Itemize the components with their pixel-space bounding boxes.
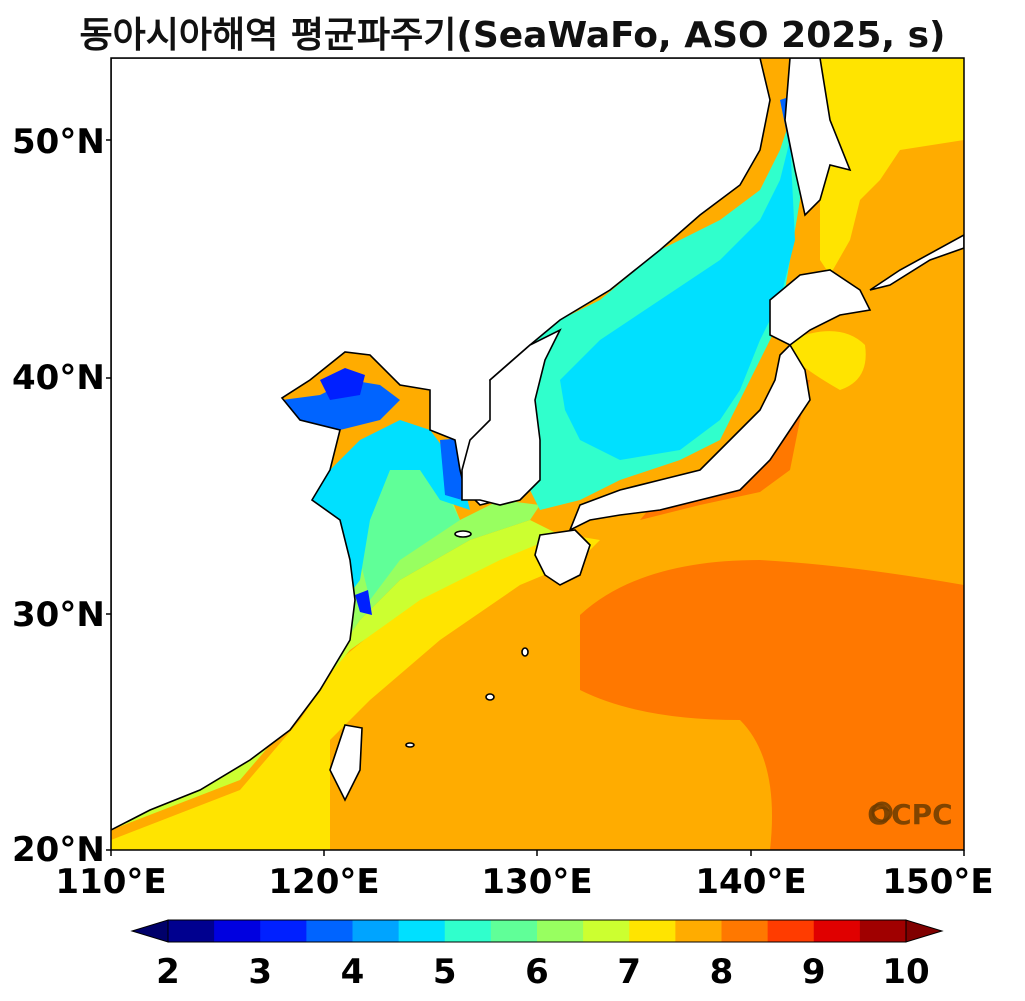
high-period-region [580,560,964,850]
colorbar [130,919,944,943]
bohai-deep-blue [320,368,365,400]
colorbar-tick-label: 2 [156,952,180,992]
yellow-band-tsugaru [790,331,866,390]
colorbar-segment [352,920,400,942]
colorbar-tick-label: 5 [432,952,457,992]
yellow-sea-cyan [310,420,470,600]
colorbar-tick-label: 8 [709,952,734,992]
lon-tick-120e: 120°E [268,862,380,902]
lat-tick-50n: 50°N [12,122,105,162]
lat-tick-40n: 40°N [12,358,105,398]
sakhalin [784,58,852,217]
colorbar-segment [490,920,538,942]
korean-peninsula [461,328,562,506]
ocpc-watermark: OCPC [867,798,952,831]
lat-tick-20n: 20°N [12,830,105,870]
hokkaido [769,269,872,346]
colorbar-segment [859,920,907,942]
jeju-island [454,530,472,538]
colorbar-tick-label: 10 [882,952,930,992]
japan-coast-band [640,380,810,520]
colorbar-tick-label: 6 [525,952,549,992]
taiwan [329,724,363,802]
colorbar-tick-label: 7 [617,952,642,992]
colorbar-segment [813,920,861,942]
lon-tick-140e: 140°E [695,862,807,902]
colorbar-segment [168,920,215,942]
colorbar-tick-label: 9 [801,952,826,992]
colorbar-segment [306,920,353,942]
ryukyu-island-2 [485,693,495,701]
colorbar-tick-label: 3 [248,952,273,992]
colorbar-segment [721,920,769,942]
lat-tick-30n: 30°N [12,595,105,635]
colorbar-under-arrow [130,919,169,943]
east-sea-cyan [560,140,795,460]
colorbar-segment [767,920,815,942]
high-period-patch-east [940,720,964,850]
yellow-band-north-pacific [820,58,964,275]
lon-tick-110e: 110°E [55,862,167,902]
ocpc-logo [871,801,893,823]
colorbar-over-arrow [905,919,944,943]
colorbar-segment [398,920,446,942]
kamchatka-kurils [869,234,964,291]
lon-tick-150e: 150°E [882,862,994,902]
ryukyu-island-3 [405,742,415,748]
honshu [568,343,811,532]
lon-tick-130e: 130°E [481,862,593,902]
colorbar-segment [537,920,584,942]
ryukyu-island-1 [521,647,529,657]
colorbar-segment [444,920,492,942]
yellow-band-east-china-sea [111,530,600,850]
hangzhou-blue [355,590,372,615]
land-layer [111,58,964,831]
colorbar-segment [629,920,676,942]
shikoku-kyushu [534,529,591,586]
colorbar-segment [214,920,261,942]
axis-tick-marks [106,139,965,856]
colorbar-segment [583,920,630,942]
china-mainland [111,58,771,831]
bohai-blue [282,380,400,430]
colorbar-frame [167,919,907,943]
yellow-green-band [111,520,560,830]
map-title: 동아시아해역 평균파주기(SeaWaFo, ASO 2025, s) [79,15,946,56]
colorbar-tick-label: 4 [340,952,365,992]
colorbar-segment [675,920,722,942]
colorbar-segment [260,920,307,942]
